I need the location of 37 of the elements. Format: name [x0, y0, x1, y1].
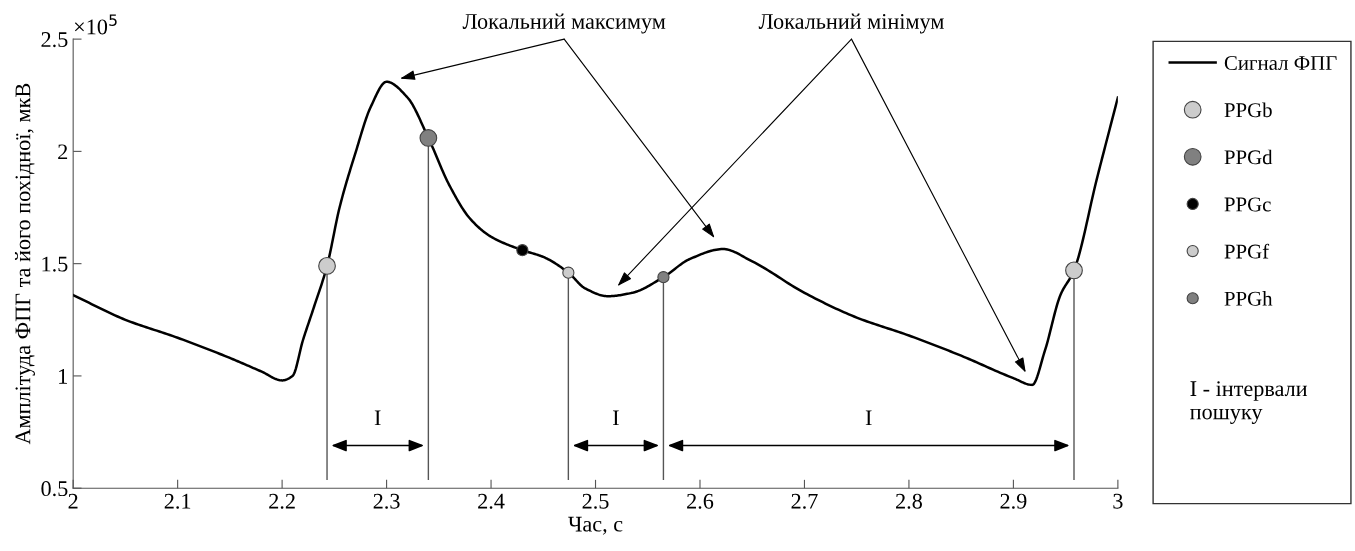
- point: [516, 244, 529, 257]
- text: ×10$^{5}$: [74, 14, 117, 35]
- text: I - інтервали пошуку: [1190, 381, 1308, 424]
- x-tick-label: 2: [68, 493, 78, 509]
- x-tick-label: 2.6: [687, 493, 714, 509]
- y-tick-label: 0.5: [41, 481, 68, 497]
- y-tick-label: 1: [59, 368, 67, 384]
- point: [318, 257, 336, 275]
- x-tick-label: 2.9: [1000, 493, 1027, 509]
- point: [1065, 261, 1083, 280]
- y-tick-label: 1.5: [42, 256, 68, 272]
- text: Локальний мінімум: [758, 13, 944, 34]
- y-tick-label: 2: [58, 144, 68, 160]
- x-tick-label: 2.7: [791, 493, 818, 509]
- legend-label: PPGb: [1224, 102, 1272, 118]
- legend-label: PPGh: [1224, 291, 1273, 306]
- x-tick-label: 2.2: [269, 493, 295, 509]
- y-axis-title: Амплітуда ФПГ та його похідної, мкВ: [14, 83, 35, 445]
- point: [657, 271, 670, 284]
- legend-label: PPGc: [1224, 197, 1271, 212]
- x-tick-label: 3: [1113, 493, 1123, 509]
- annotation: I: [865, 410, 872, 426]
- point: [419, 129, 438, 147]
- legend-label: PPGf: [1224, 243, 1270, 259]
- x-tick-label: 2.4: [478, 493, 505, 509]
- x-tick-label: 2.1: [164, 493, 191, 509]
- x-tick-label: 2.3: [373, 493, 400, 509]
- text: Локальний максимум: [462, 13, 666, 34]
- x-axis-title: Час, с: [568, 516, 623, 535]
- annotation: I: [374, 410, 381, 426]
- x-tick-label: 2.8: [896, 493, 922, 509]
- legend-label: Сигнал ФПГ: [1224, 56, 1337, 71]
- point: [562, 266, 575, 279]
- x-tick-label: 2.5: [582, 493, 609, 509]
- legend-label: PPGd: [1224, 149, 1273, 165]
- annotation: I: [613, 410, 619, 426]
- y-tick-label: 2.5: [41, 32, 68, 48]
